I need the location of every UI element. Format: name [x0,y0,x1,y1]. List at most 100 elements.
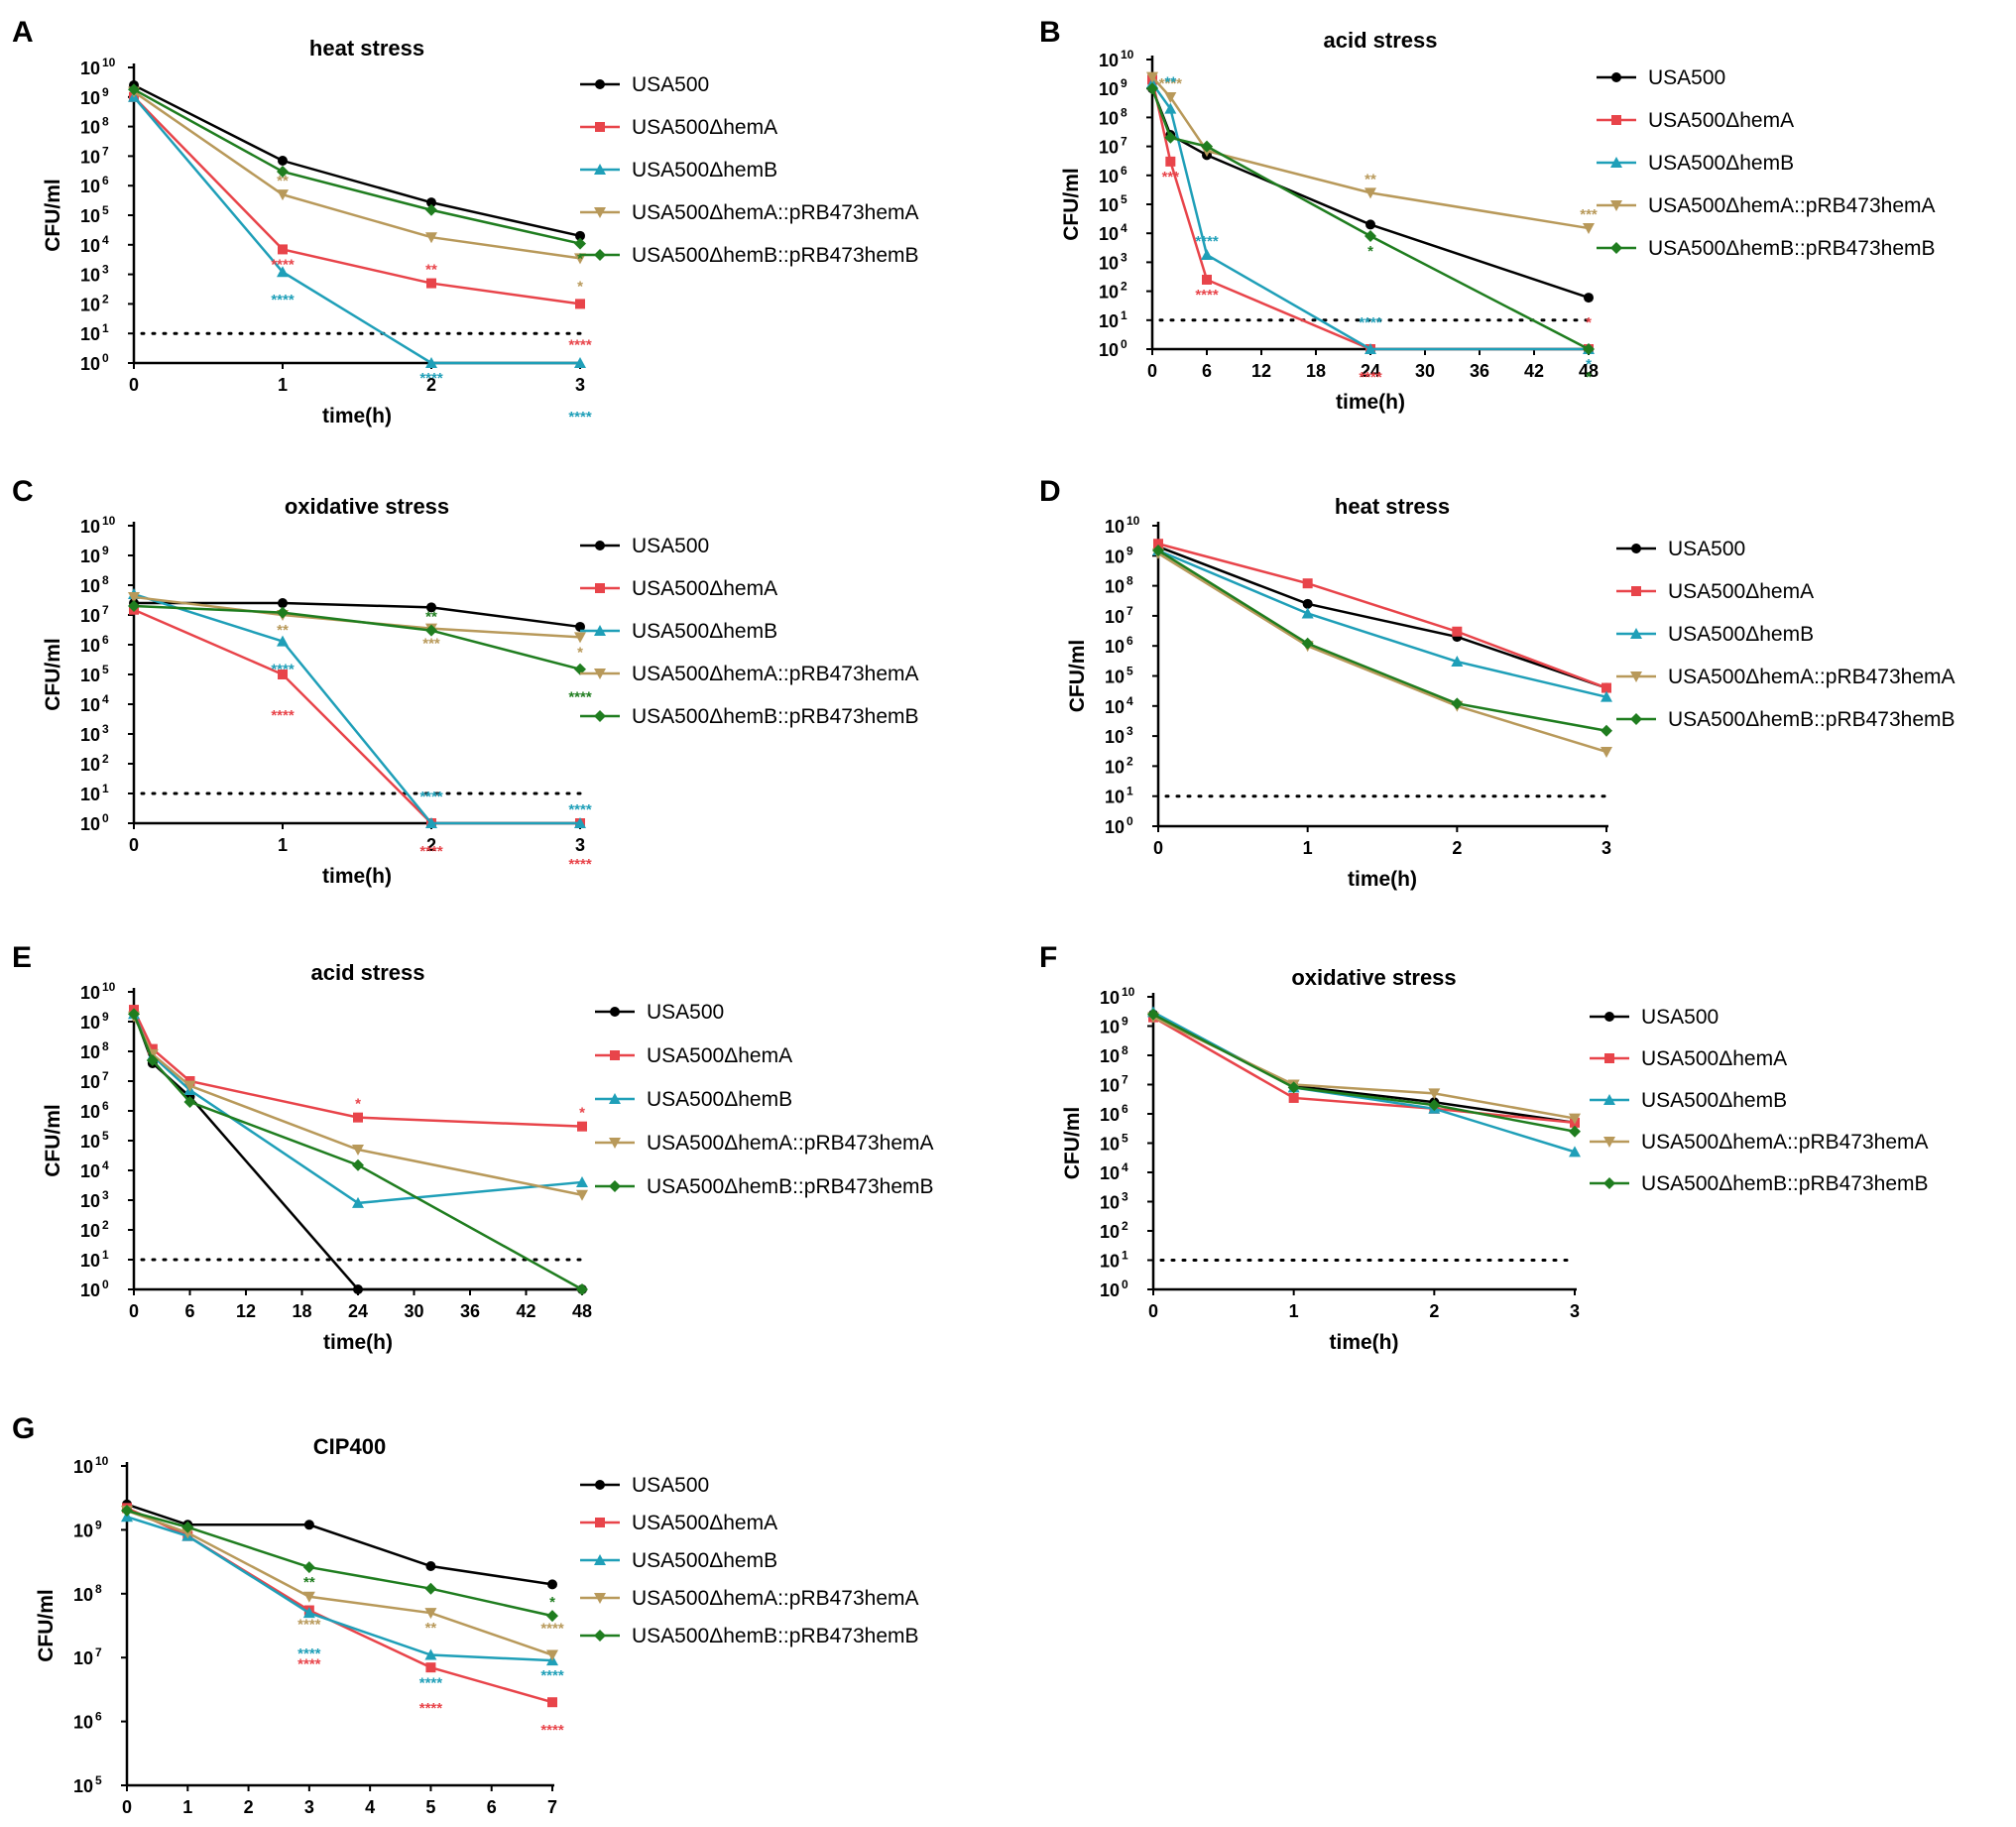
y-tick-label: 10 [1100,1163,1120,1183]
y-tick-label: 10 [1105,668,1125,687]
data-point [353,1112,363,1123]
data-point [1601,724,1612,737]
significance-label: **** [297,1645,321,1662]
legend-marker [594,710,606,722]
y-tick-exponent: 0 [102,1278,109,1291]
data-point [546,1610,558,1623]
significance-label: * [549,1594,555,1611]
significance-label: * [1586,369,1592,386]
legend-marker [1603,1137,1615,1148]
series-usa500delta-hemb-prb473hemb [128,1008,588,1295]
significance-label: **** [568,801,592,818]
significance-label: * [577,251,583,268]
panel-letter: B [1039,16,1061,49]
y-tick-label: 10 [1100,1018,1120,1037]
significance-label: ** [277,173,289,189]
y-tick-label: 10 [1099,224,1119,244]
series-line [1150,82,1589,351]
series-usa500delta-hema-prb473hema [128,86,586,265]
significance-label: ** [425,609,437,626]
series-usa500delta-hemb-prb473hemb [121,1505,558,1623]
y-tick-label: 10 [80,266,100,286]
data-point [575,299,585,309]
legend-label: USA500ΔhemB [632,159,777,182]
significance-label: ** [425,262,437,279]
x-tick-label: 18 [1306,361,1326,381]
y-tick-label: 10 [80,118,100,138]
legend-marker [595,1480,605,1490]
legend: USA500 USA500ΔhemA USA500ΔhemB USA500ΔhemA:… [595,1001,934,1198]
y-tick-exponent: 6 [1122,1102,1128,1116]
y-tick-exponent: 0 [1121,337,1127,351]
data-point [547,1579,557,1590]
data-point [424,1582,437,1595]
data-point [575,230,585,241]
legend-label: USA500ΔhemB::pRB473hemB [632,244,919,267]
x-axis-label: time(h) [322,865,392,888]
x-tick-label: 3 [575,835,585,855]
x-tick-label: 3 [1601,838,1611,858]
legend-marker [594,207,606,218]
y-tick-exponent: 7 [1122,1073,1128,1087]
legend: USA500 USA500ΔhemA USA500ΔhemB USA500ΔhemA:… [580,73,919,267]
data-point [1164,91,1177,103]
series-usa500delta-hema-prb473hema [1147,1012,1581,1125]
y-tick-label: 10 [73,1585,93,1605]
y-tick-exponent: 6 [102,633,109,647]
y-tick-exponent: 6 [95,1710,102,1724]
legend-marker [1630,671,1642,682]
y-axis-label: CFU/ml [42,1104,64,1177]
legend-marker [609,1138,621,1149]
legend-label: USA500ΔhemA::pRB473hemA [632,1587,919,1610]
y-tick-label: 10 [80,576,100,596]
x-tick-label: 36 [460,1301,480,1321]
data-point [425,357,437,368]
y-tick-exponent: 3 [1127,724,1133,738]
y-tick-label: 10 [73,1648,93,1668]
legend-label: USA500 [1641,1006,1719,1029]
data-point [576,1283,588,1295]
data-point [302,1561,315,1574]
y-tick-label: 10 [80,983,100,1003]
legend-marker [594,249,606,261]
y-tick-exponent: 0 [1127,814,1133,828]
legend-label: USA500ΔhemB [632,620,777,643]
y-tick-label: 10 [1100,1252,1120,1272]
y-tick-label: 10 [1099,283,1119,303]
x-tick-label: 42 [1524,361,1544,381]
data-point [128,591,140,603]
x-tick-label: 24 [1361,361,1380,381]
data-point [352,1196,364,1208]
x-axis-label: time(h) [1348,868,1417,891]
x-tick-label: 1 [1303,838,1313,858]
y-axis-label: CFU/ml [1060,168,1083,241]
y-tick-label: 10 [1099,195,1119,215]
data-point [1364,343,1376,354]
legend-label: USA500ΔhemA::pRB473hemA [1668,666,1956,688]
data-point [278,598,288,609]
legend: USA500 USA500ΔhemA USA500ΔhemB USA500ΔhemA:… [1597,66,1936,260]
legend-label: USA500 [1648,66,1725,89]
data-point [1569,1146,1581,1157]
data-point [425,817,437,828]
y-tick-exponent: 1 [1121,308,1127,322]
data-point [1302,598,1313,609]
legend-label: USA500ΔhemB [1648,152,1794,175]
x-tick-label: 5 [425,1797,435,1817]
x-tick-label: 7 [547,1797,557,1817]
y-tick-exponent: 9 [102,1010,109,1024]
significance-label: *** [1162,169,1180,185]
data-point [1569,1113,1581,1125]
data-point [277,189,289,201]
series-line [1157,548,1607,698]
data-point [1302,578,1313,589]
y-tick-exponent: 0 [1122,1278,1128,1291]
y-tick-exponent: 6 [102,174,109,187]
significance-label: **** [419,370,443,387]
series-line [134,601,581,629]
data-point [302,1607,315,1619]
x-tick-label: 3 [1570,1301,1580,1321]
data-point [1301,607,1314,619]
